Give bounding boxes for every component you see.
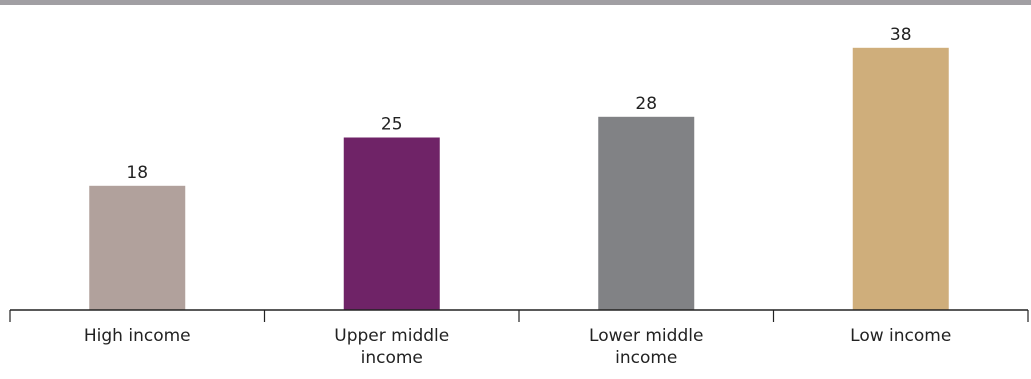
header-strip: [0, 0, 1031, 5]
bar: [598, 116, 695, 310]
x-tick-label: Lower middle income: [589, 326, 703, 368]
x-tick-label: Upper middle income: [334, 326, 449, 368]
data-label: 18: [126, 163, 148, 183]
bar: [343, 137, 440, 310]
x-tick-label: High income: [84, 326, 191, 346]
header-bar: [0, 0, 1031, 5]
x-tick-label-line: income: [615, 348, 677, 368]
x-tick-label: Low income: [850, 326, 951, 346]
x-tick-label-line: income: [361, 348, 423, 368]
bar: [89, 185, 186, 310]
x-tick-label-line: Lower middle: [589, 326, 703, 346]
x-tick-label-line: High income: [84, 326, 191, 346]
data-label: 25: [381, 115, 403, 135]
data-label: 38: [890, 25, 912, 45]
x-tick-label-line: Upper middle: [334, 326, 449, 346]
bar: [852, 47, 949, 311]
data-label: 28: [635, 94, 657, 114]
x-tick-label-line: Low income: [850, 326, 951, 346]
data-labels: 18 25 28 38: [126, 25, 911, 183]
bars: [89, 47, 949, 311]
